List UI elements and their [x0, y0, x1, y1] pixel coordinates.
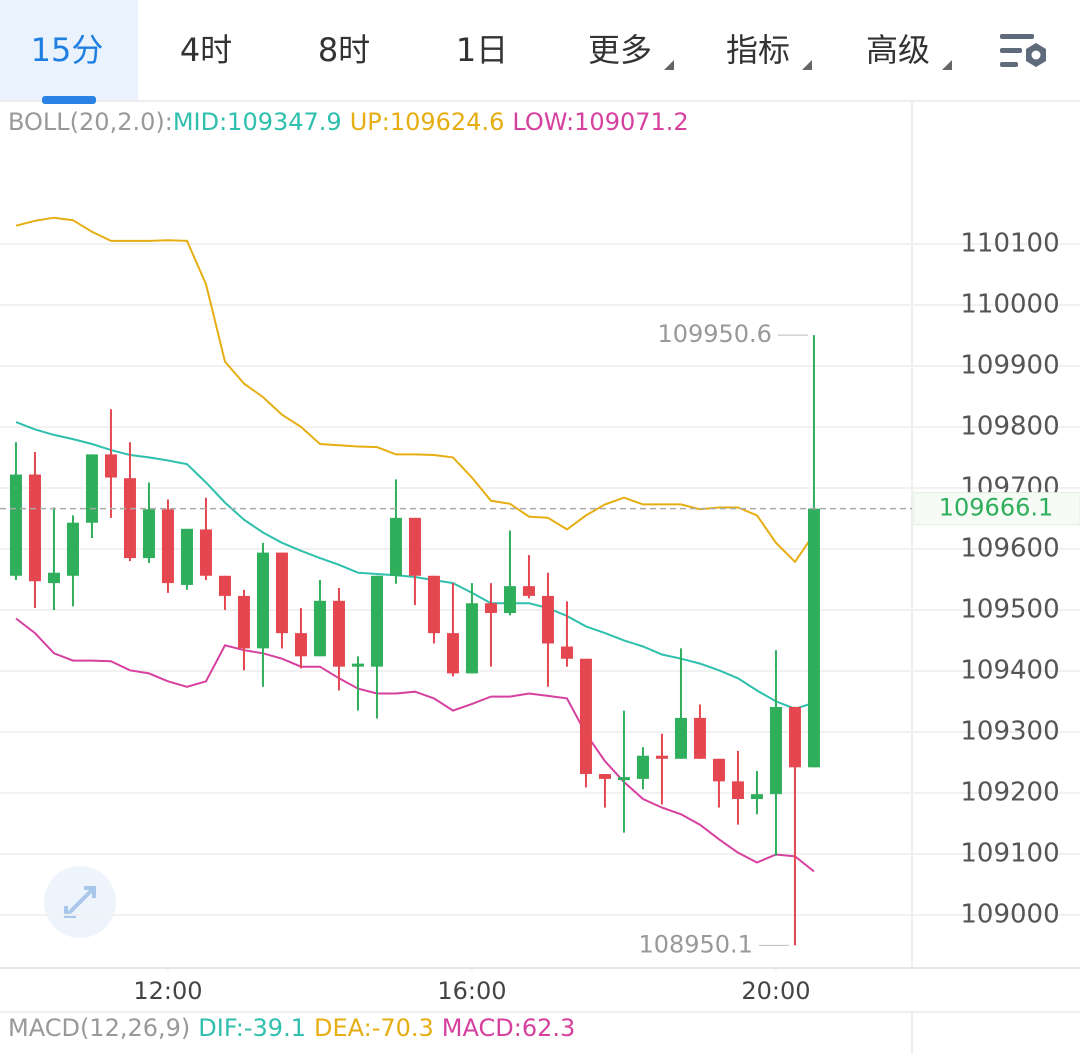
- candle-body: [541, 595, 554, 644]
- candle-body: [522, 586, 535, 596]
- expand-button[interactable]: [44, 866, 116, 938]
- candle-body: [85, 454, 98, 523]
- candle-body: [731, 781, 744, 800]
- candle-body: [712, 758, 725, 782]
- candle-body: [218, 575, 231, 596]
- x-tick-label: 20:00: [741, 977, 810, 1005]
- boll-line: [15, 617, 815, 873]
- y-tick-label: 109100: [960, 838, 1059, 868]
- candle-body: [750, 794, 763, 800]
- settings-icon[interactable]: [1000, 34, 1046, 67]
- last-price-label: 109666.1: [939, 494, 1054, 522]
- last-price-tag: [913, 492, 1080, 526]
- candle-body: [465, 603, 478, 674]
- candle-body: [332, 600, 345, 667]
- y-tick-label: 110000: [960, 289, 1059, 319]
- indicator-name: BOLL(20,2.0):: [8, 108, 173, 136]
- tab[interactable]: 8时: [318, 31, 370, 69]
- icon-line: [1000, 62, 1018, 67]
- candle-body: [47, 572, 60, 584]
- tab-indicator: [42, 96, 96, 104]
- candle-body: [161, 509, 174, 584]
- y-tick-label: 109000: [960, 899, 1059, 929]
- tab[interactable]: 4时: [180, 31, 232, 69]
- candle-body: [788, 706, 801, 768]
- tab[interactable]: 15分: [31, 31, 104, 69]
- candle-body: [579, 658, 592, 775]
- candle-body: [617, 777, 630, 781]
- candle-body: [28, 474, 41, 582]
- y-tick-label: 109400: [960, 655, 1059, 685]
- macd-item: DEA:-70.3: [314, 1014, 434, 1042]
- candle-body: [598, 774, 611, 779]
- tab[interactable]: 指标: [726, 31, 790, 69]
- candle-body: [275, 552, 288, 634]
- y-tick-label: 109200: [960, 777, 1059, 807]
- y-tick-label: 109900: [960, 350, 1059, 380]
- candle-body: [256, 552, 269, 649]
- candle-body: [769, 706, 782, 795]
- indicator-legend: BOLL(20,2.0):MID:109347.9 UP:109624.6 LOW:…: [8, 108, 689, 136]
- tab[interactable]: 高级: [866, 31, 930, 69]
- y-tick-label: 109300: [960, 716, 1059, 746]
- y-tick-label: 109600: [960, 533, 1059, 563]
- dropdown-caret: [942, 60, 952, 70]
- candle-body: [66, 522, 79, 576]
- candle-body: [636, 755, 649, 779]
- expand-icon: [64, 886, 96, 918]
- candle-body: [142, 509, 155, 559]
- legend-item: LOW:109071.2: [512, 108, 688, 136]
- x-tick-label: 12:00: [133, 977, 202, 1005]
- top-bar: [0, 0, 1080, 100]
- macd-item: MACD:62.3: [442, 1014, 575, 1042]
- candle-body: [484, 603, 497, 613]
- icon-line: [1000, 48, 1022, 53]
- tab[interactable]: 更多: [588, 31, 652, 69]
- tab[interactable]: 1日: [456, 31, 508, 69]
- macd-legend: MACD(12,26,9) DIF:-39.1 DEA:-70.3 MACD:62.3: [8, 1014, 575, 1042]
- candle-body: [313, 600, 326, 657]
- macd-name: MACD(12,26,9): [8, 1014, 190, 1042]
- boll-line: [15, 216, 815, 564]
- dropdown-caret: [664, 60, 674, 70]
- x-tick-label: 16:00: [437, 977, 506, 1005]
- y-tick-label: 109800: [960, 411, 1059, 441]
- y-tick-label: 109500: [960, 594, 1059, 624]
- candle-body: [408, 517, 421, 576]
- candle-body: [389, 517, 402, 576]
- icon-gear-hole: [1031, 50, 1041, 60]
- candle-body: [199, 529, 212, 576]
- extreme-label: 109950.6: [657, 320, 772, 348]
- candle-body: [180, 528, 193, 585]
- candle-body: [655, 755, 668, 759]
- legend-item: UP:109624.6: [350, 108, 505, 136]
- candle-body: [123, 478, 136, 559]
- icon-line: [1000, 34, 1034, 39]
- candle-body: [674, 717, 687, 759]
- tab-selected-bg: [0, 0, 138, 100]
- macd-item: DIF:-39.1: [198, 1014, 306, 1042]
- legend-item: MID:109347.9: [173, 108, 342, 136]
- candle-body: [503, 586, 516, 613]
- candle-body: [370, 575, 383, 667]
- candle-body: [446, 633, 459, 674]
- dropdown-caret: [802, 60, 812, 70]
- candle-body: [237, 595, 250, 649]
- y-tick-label: 110100: [960, 228, 1059, 258]
- candle-body: [560, 646, 573, 659]
- candle-body: [104, 454, 117, 478]
- candle-body: [427, 575, 440, 634]
- candle-body: [9, 474, 22, 576]
- candle-body: [807, 508, 820, 768]
- candle-body: [294, 633, 307, 657]
- candle-body: [693, 717, 706, 759]
- candle-body: [351, 663, 364, 667]
- extreme-label: 108950.1: [638, 930, 753, 958]
